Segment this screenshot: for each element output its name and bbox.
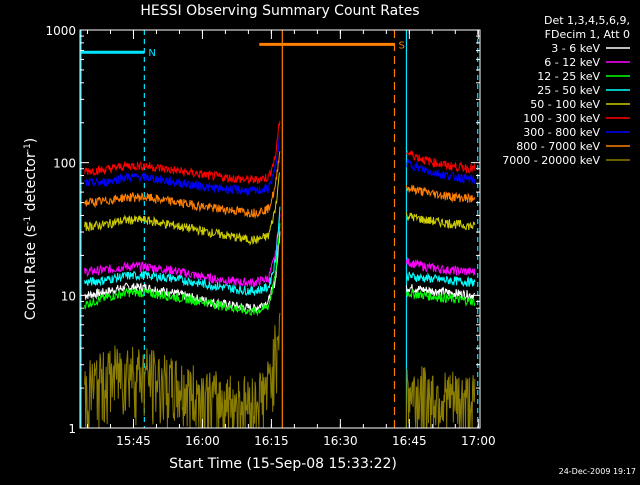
legend-header-1: Det 1,3,4,5,6,9, (544, 14, 630, 27)
legend-item-label: 50 - 100 keV (530, 98, 600, 111)
y-axis: 1 10 100 1000 (45, 24, 480, 436)
footer-timestamp: 24-Dec-2009 19:17 (559, 467, 636, 476)
y-axis-label-mid: detector (23, 152, 39, 216)
chart-title: HESSI Observing Summary Count Rates (140, 3, 419, 19)
y-tick-label: 10 (61, 289, 76, 303)
annotation-label: S (398, 40, 404, 51)
x-tick-label: 16:30 (323, 434, 358, 448)
x-axis-label: Start Time (15-Sep-08 15:33:22) (169, 456, 397, 472)
x-tick-label: 17:00 (461, 434, 496, 448)
y-tick-label: 1000 (45, 24, 76, 38)
series-line (405, 366, 476, 429)
series-line (84, 231, 281, 313)
x-axis: 15:45 16:00 16:15 16:30 16:45 17:00 (86, 30, 496, 448)
x-tick-label: 16:45 (392, 434, 427, 448)
series-line (84, 151, 281, 220)
series-line (406, 150, 476, 174)
legend-item-label: 12 - 25 keV (537, 70, 600, 83)
annotation-layer: NS (80, 30, 479, 428)
series-line (405, 271, 476, 287)
y-tick-label: 100 (53, 157, 76, 171)
y-axis-label-main: Count Rate (s (23, 225, 39, 320)
legend: Det 1,3,4,5,6,9, FDecim 1, Att 0 3 - 6 k… (502, 14, 630, 167)
x-tick-label: 16:15 (254, 434, 289, 448)
series-line (84, 213, 281, 288)
series-line (405, 184, 476, 203)
legend-item-label: 25 - 50 keV (537, 84, 600, 97)
legend-item-label: 100 - 300 keV (523, 112, 600, 125)
series-line (84, 313, 281, 429)
legend-item-label: 3 - 6 keV (551, 42, 600, 55)
y-axis-label: Count Rate (s-1 detector-1) (23, 138, 39, 320)
y-axis-label-sup1: -1 (23, 216, 33, 225)
x-tick-label: 16:00 (185, 434, 220, 448)
series-line (84, 172, 280, 246)
series-line (84, 206, 281, 296)
legend-header-2: FDecim 1, Att 0 (545, 28, 630, 41)
plot-frame (79, 29, 481, 429)
y-axis-label-end: ) (23, 138, 39, 143)
legend-item-label: 800 - 7000 keV (516, 140, 600, 153)
legend-item-label: 6 - 12 keV (544, 56, 600, 69)
legend-item-label: 7000 - 20000 keV (502, 154, 600, 167)
legend-item-label: 300 - 800 keV (523, 126, 600, 139)
y-tick-label: 1 (68, 422, 76, 436)
series-line (405, 212, 476, 231)
series-line (84, 134, 281, 197)
series-layer (84, 120, 476, 429)
y-axis-label-sup2: -1 (23, 143, 33, 152)
series-line (84, 223, 281, 317)
series-line (405, 289, 476, 307)
series-line (84, 120, 281, 185)
series-line (405, 257, 476, 276)
series-line (405, 158, 476, 185)
x-tick-label: 15:45 (116, 434, 151, 448)
series-line (405, 284, 475, 301)
annotation-label: N (148, 48, 155, 59)
